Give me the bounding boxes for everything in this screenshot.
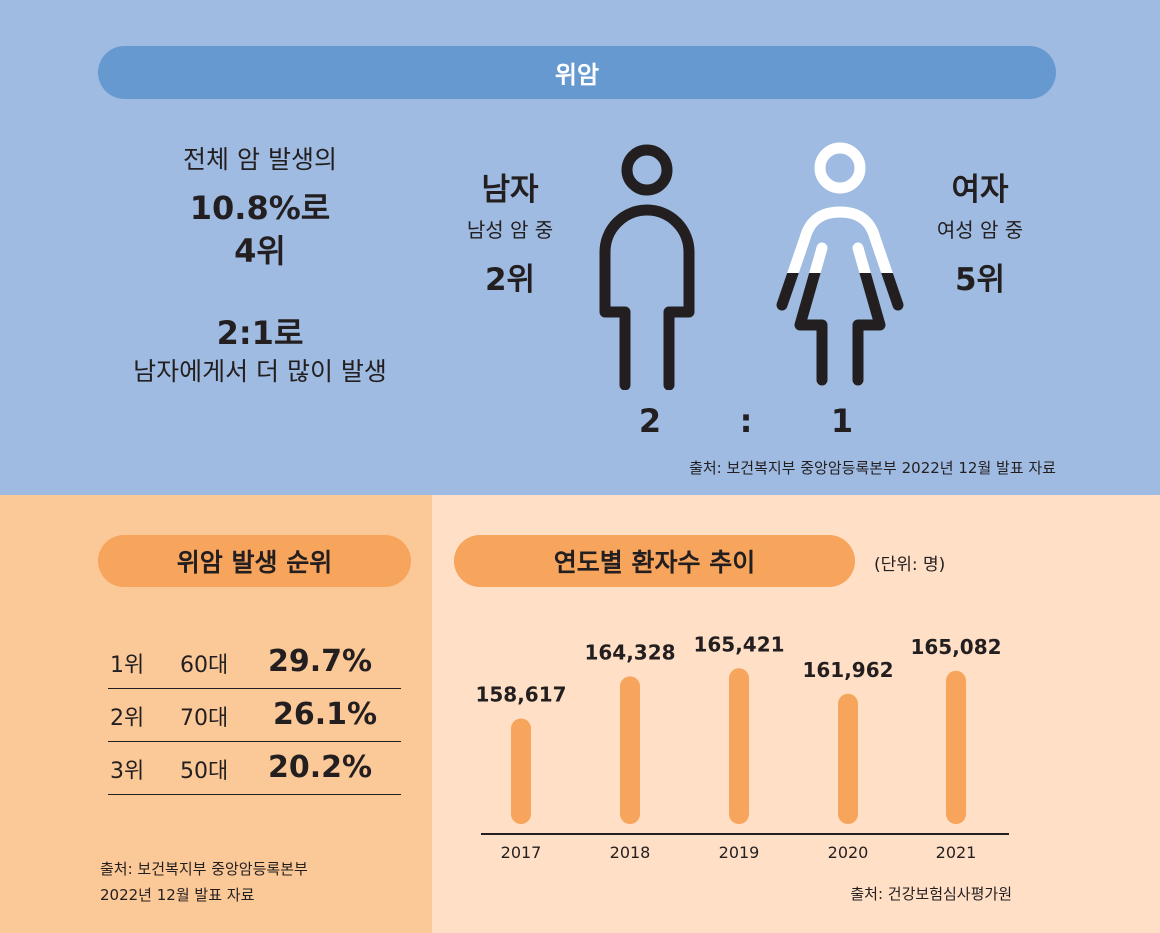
top-source: 출처: 보건복지부 중앙암등록본부 2022년 12월 발표 자료 (689, 459, 1056, 477)
summary-line1: 전체 암 발생의 (183, 145, 337, 174)
x-tick-label: 2021 (936, 843, 977, 862)
bar-value-label: 158,617 (475, 682, 566, 706)
ranking-source-line2: 2022년 12월 발표 자료 (100, 886, 255, 904)
bar-value-label: 164,328 (584, 640, 675, 664)
trend-unit: (단위: 명) (874, 555, 946, 575)
x-tick-label: 2019 (719, 843, 760, 862)
male-sub: 남성 암 중 (466, 218, 554, 242)
rank-percent: 29.7% (268, 644, 373, 679)
bar-value-label: 161,962 (802, 658, 893, 682)
age-group: 60대 (180, 653, 229, 678)
female-sub: 여성 암 중 (936, 218, 1024, 242)
female-label: 여자 (951, 172, 1009, 208)
rank-label: 2위 (110, 706, 145, 731)
male-rank: 2위 (484, 262, 536, 298)
rank-label: 1위 (110, 653, 145, 678)
x-tick-label: 2018 (610, 843, 651, 862)
female-figure-icon (776, 142, 904, 386)
rank-percent: 20.2% (268, 750, 373, 785)
x-tick-label: 2017 (501, 843, 542, 862)
summary-line4: 남자에게서 더 많이 발생 (133, 357, 387, 386)
summary-rank: 4위 (234, 232, 286, 270)
female-rank: 5위 (954, 262, 1006, 298)
rank-label: 3위 (110, 759, 145, 784)
x-tick-label: 2020 (828, 843, 869, 862)
bar-2017 (511, 718, 531, 824)
rank-row: 3위 50대 20.2% (108, 742, 401, 795)
trend-bar-chart: 158,617 2017 164,328 2018 165,421 2019 161,962… (475, 632, 1009, 862)
male-figure-icon (599, 144, 695, 390)
bar-value-label: 165,421 (693, 632, 784, 656)
trend-title-text: 연도별 환자수 추이 (553, 548, 756, 577)
age-group: 50대 (180, 759, 229, 784)
rank-percent: 26.1% (273, 697, 378, 732)
bar-2019 (729, 668, 749, 824)
ratio-male: 2 (638, 402, 662, 440)
bar-2021 (946, 670, 966, 824)
rank-row: 1위 60대 29.7% (108, 636, 401, 689)
male-label: 남자 (481, 172, 539, 208)
trend-source: 출처: 건강보험심사평가원 (850, 885, 1012, 903)
rank-row: 2위 70대 26.1% (108, 689, 401, 742)
summary-percent: 10.8%로 (189, 189, 331, 227)
summary-ratio: 2:1로 (216, 314, 304, 352)
ratio-colon: : (739, 402, 753, 440)
bar-value-label: 165,082 (910, 635, 1001, 659)
ratio-female: 1 (830, 402, 854, 440)
ranking-source-line1: 출처: 보건복지부 중앙암등록본부 (100, 860, 308, 878)
bar-2018 (620, 676, 640, 824)
age-group: 70대 (180, 706, 229, 731)
ranking-title: 위암 발생 순위 (98, 535, 411, 587)
trend-title: 연도별 환자수 추이 (454, 535, 855, 587)
page-title-text: 위암 (554, 61, 600, 89)
page-title: 위암 (98, 46, 1056, 99)
ranking-title-text: 위암 발생 순위 (176, 548, 333, 577)
bar-2020 (838, 693, 858, 824)
